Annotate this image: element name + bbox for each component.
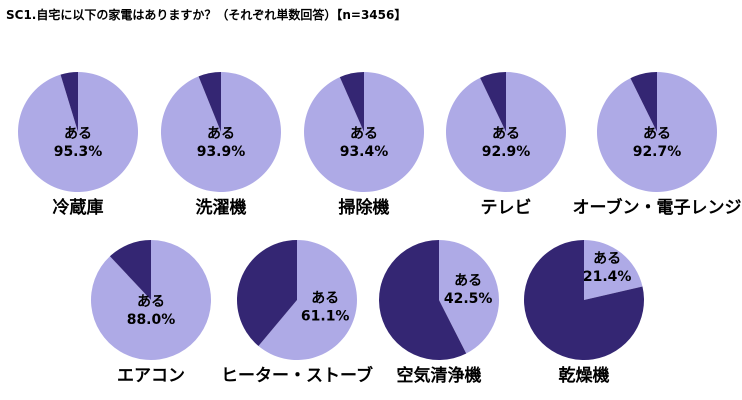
pie-slice-yes: [160, 72, 281, 192]
slice-label: ある: [643, 126, 671, 142]
pie-2: ある 93.9% 洗濯機: [160, 71, 281, 218]
chart-title: SC1.自宅に以下の家電はありますか？（それぞれ単数回答）【n=3456】: [6, 8, 407, 22]
slice-label: ある: [207, 126, 235, 142]
pie-slice-yes: [91, 240, 212, 360]
category-label: 空気清浄機: [397, 365, 482, 386]
slice-value: 92.7%: [633, 144, 682, 160]
slice-value: 93.9%: [197, 144, 246, 160]
pie-slice-yes: [258, 240, 357, 360]
slice-value: 92.9%: [482, 144, 531, 160]
pie-slice-no: [198, 71, 221, 132]
slice-label: ある: [454, 273, 482, 289]
slice-value: 21.4%: [583, 269, 632, 285]
category-label: 掃除機: [339, 197, 390, 218]
category-label: オーブン・電子レンジ: [573, 197, 742, 218]
category-label: 乾燥機: [559, 365, 610, 386]
pie-slice-yes: [304, 72, 425, 193]
pie-slice-yes: [596, 72, 717, 193]
pie-6: ある 88.0% エアコン: [91, 240, 212, 386]
category-label: テレビ: [481, 198, 532, 218]
pie-3: ある 93.4% 掃除機: [304, 72, 425, 218]
pie-8: ある 42.5% 空気清浄機: [378, 240, 499, 386]
slice-value: 42.5%: [444, 291, 493, 307]
pie-7: ある 61.1% ヒーター・ストーブ: [221, 239, 373, 386]
slice-value: 88.0%: [127, 312, 176, 328]
pie-slice-no: [236, 239, 297, 346]
pie-slice-yes: [18, 71, 139, 192]
pie-slice-no: [630, 72, 657, 132]
pie-9: ある 21.4% 乾燥機: [523, 240, 644, 386]
pie-4: ある 92.9% テレビ: [445, 72, 566, 218]
slice-label: ある: [64, 126, 92, 142]
slice-value: 95.3%: [54, 144, 103, 160]
category-label: ヒーター・ストーブ: [221, 365, 373, 386]
category-label: 冷蔵庫: [53, 197, 104, 218]
pie-slice-yes: [445, 72, 566, 192]
pie-slice-no: [523, 240, 644, 360]
slice-label: ある: [492, 126, 520, 142]
slice-label: ある: [311, 290, 339, 306]
slice-label: ある: [350, 126, 378, 142]
slice-value: 93.4%: [340, 144, 389, 160]
slice-value: 61.1%: [301, 308, 350, 324]
slice-label: ある: [137, 294, 165, 310]
pie-1: ある 95.3% 冷蔵庫: [18, 71, 139, 218]
category-label: エアコン: [117, 366, 185, 386]
pie-slice-no: [60, 72, 78, 132]
pie-slice-no: [480, 72, 506, 132]
slice-label: ある: [593, 251, 621, 267]
pie-slice-yes: [584, 240, 643, 300]
pie-5: ある 92.7% オーブン・電子レンジ: [573, 72, 742, 218]
pie-slice-yes: [439, 240, 499, 354]
pie-slice-no: [339, 72, 364, 132]
pie-slice-no: [378, 240, 467, 360]
category-label: 洗濯機: [196, 197, 247, 218]
pie-slice-no: [109, 240, 151, 300]
